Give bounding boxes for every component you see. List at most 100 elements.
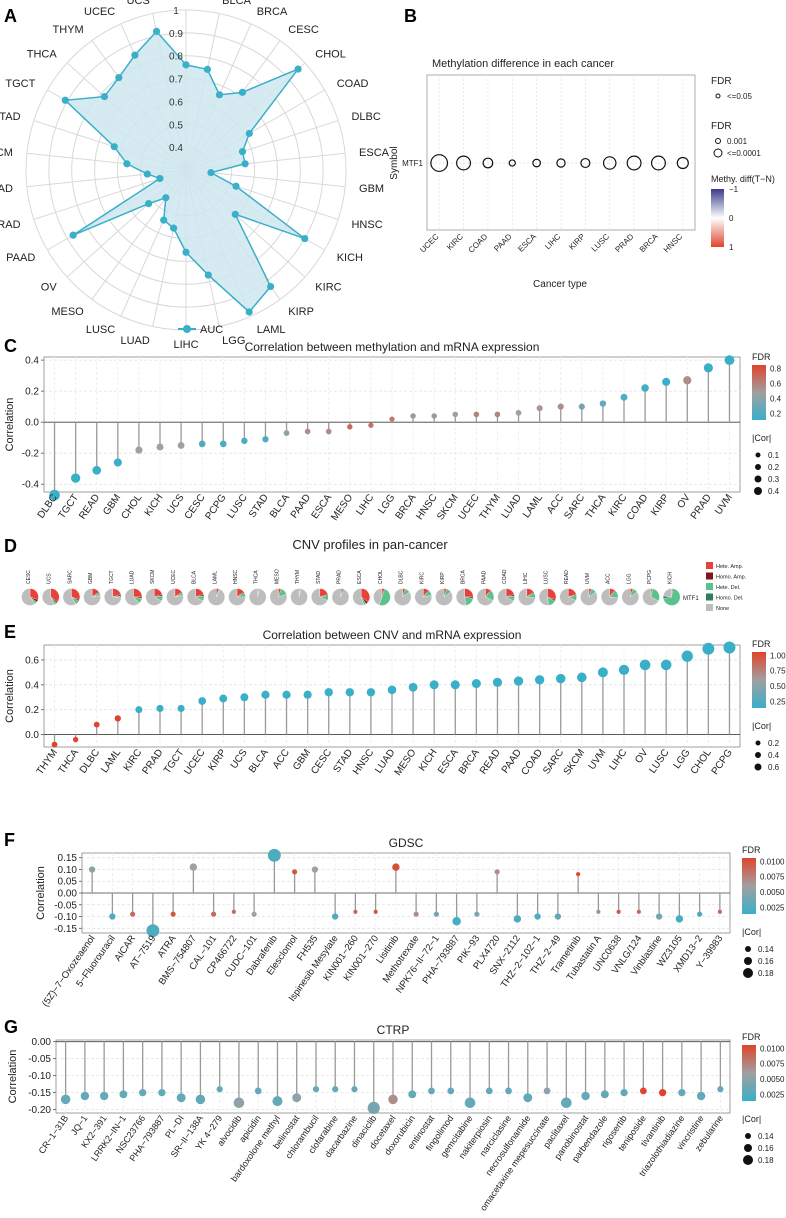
lollipop-point — [176, 1093, 186, 1103]
panel-label-g: G — [4, 1017, 18, 1037]
legend-title: |Cor| — [742, 927, 761, 937]
radar-category-label: LUAD — [120, 335, 149, 347]
radar-category-label: TGCT — [5, 78, 35, 90]
x-tick-label: UVM — [587, 747, 609, 772]
x-tick-label: TGCT — [56, 492, 81, 521]
x-tick-label: OV — [633, 747, 650, 765]
x-tick-label: CESC — [309, 747, 334, 776]
panel-label-c: C — [4, 336, 17, 356]
legend-title: FDR — [742, 845, 761, 855]
radar-point — [207, 169, 215, 177]
lollipop-point — [282, 690, 291, 699]
pie-label: ESCA — [357, 570, 363, 584]
x-tick-label: MESO — [329, 492, 355, 523]
lollipop-point — [241, 437, 248, 445]
legend-label: Hete. Amp. — [716, 564, 744, 570]
colorbar — [742, 858, 756, 914]
lollipop-point — [292, 1093, 302, 1103]
x-tick-label: BLCA — [247, 747, 271, 775]
radar-category-label: SKCM — [0, 147, 13, 159]
lollipop-point — [267, 848, 281, 862]
x-tick-label: LAML — [521, 492, 545, 520]
y-tick-label: 0.0 — [25, 418, 39, 429]
y-tick-label: 0.00 — [32, 1037, 52, 1048]
lollipop-point — [233, 1097, 245, 1109]
y-axis-label: Correlation — [35, 866, 47, 920]
lollipop-chart-g: CTRP0.00-0.05-0.10-0.15-0.20CR−1−31BJQ−1… — [7, 1023, 785, 1213]
pie-label: THCA — [254, 570, 260, 584]
radar-category-label: LGG — [222, 335, 245, 347]
lollipop-point — [513, 676, 524, 686]
legend-bubble — [713, 148, 723, 158]
lollipop-point — [219, 440, 227, 448]
x-tick-label: LAML — [99, 747, 123, 775]
radar-category-label: PAAD — [6, 252, 35, 264]
legend-title: FDR — [752, 639, 771, 649]
pie-row-chart-d: CNV profiles in pan-cancer CESC UCS SARC GBM… — [21, 537, 747, 612]
lollipop-point — [189, 863, 198, 871]
y-tick-label: 0.2 — [25, 387, 39, 398]
y-tick-label: -0.4 — [22, 480, 40, 491]
radar-category-label: LIHC — [173, 339, 198, 351]
lollipop-point — [513, 915, 522, 923]
x-tick-label: COAD — [467, 232, 490, 255]
x-tick-label: UCEC — [418, 232, 441, 255]
legend-marker — [183, 325, 191, 333]
radar-point — [204, 271, 212, 279]
radar-point — [156, 174, 164, 183]
radar-category-label: ESCA — [359, 147, 390, 159]
radar-point — [110, 143, 118, 151]
colorbar-tick: −1 — [729, 185, 739, 194]
lollipop-point — [450, 680, 460, 690]
panel-label-f: F — [4, 830, 15, 850]
y-tick-label: 0.6 — [25, 655, 39, 666]
lollipop-point — [177, 442, 185, 449]
lollipop-point — [717, 1086, 724, 1093]
lollipop-point — [408, 682, 418, 692]
radar-point — [301, 234, 309, 243]
x-tick-label: KIRC — [445, 232, 465, 252]
lollipop-point — [428, 1087, 435, 1095]
legend-swatch — [706, 562, 713, 569]
pie-slice — [497, 588, 514, 606]
colorbar-tick: 0.6 — [770, 379, 782, 388]
lollipop-point — [636, 909, 641, 914]
pie-slice — [456, 588, 466, 606]
legend-swatch — [706, 593, 713, 601]
legend-size-label: 0.14 — [758, 945, 774, 954]
colorbar-tick: 0.0050 — [760, 1075, 785, 1084]
lollipop-point — [696, 1091, 706, 1101]
y-tick-label: -0.05 — [28, 1054, 51, 1065]
lollipop-point — [345, 688, 355, 697]
lollipop-point — [723, 641, 736, 654]
legend-label: <=0.05 — [727, 92, 752, 101]
legend-label: 0.001 — [727, 137, 748, 146]
x-tick-label: UCEC — [182, 747, 207, 777]
lollipop-point — [599, 400, 607, 407]
lollipop-point — [494, 869, 500, 875]
pie-label: DLBC — [399, 570, 405, 584]
legend-label: Hete. Del. — [716, 585, 741, 591]
radar-point — [238, 148, 247, 156]
y-tick-label: 0.4 — [25, 356, 39, 367]
y-tick-label: -0.2 — [22, 449, 40, 460]
lollipop-point — [198, 440, 206, 448]
legend-title: FDR — [711, 76, 732, 87]
lollipop-point — [80, 1091, 90, 1101]
radar-category-label: HNSC — [351, 219, 382, 231]
radar-category-label: THYM — [53, 24, 84, 36]
pie-slice — [394, 588, 412, 606]
radar-point — [100, 92, 109, 101]
lollipop-point — [254, 1087, 262, 1095]
colorbar-tick: 1.00 — [770, 651, 786, 660]
legend-size-dot — [755, 464, 761, 470]
lollipop-point — [251, 911, 257, 917]
x-tick-label: THCA — [56, 747, 81, 776]
radar-point — [231, 210, 239, 218]
radar-category-label: STAD — [0, 111, 21, 123]
legend-size-label: 0.3 — [768, 475, 780, 484]
lollipop-point — [283, 430, 290, 436]
lollipop-point — [325, 428, 332, 435]
